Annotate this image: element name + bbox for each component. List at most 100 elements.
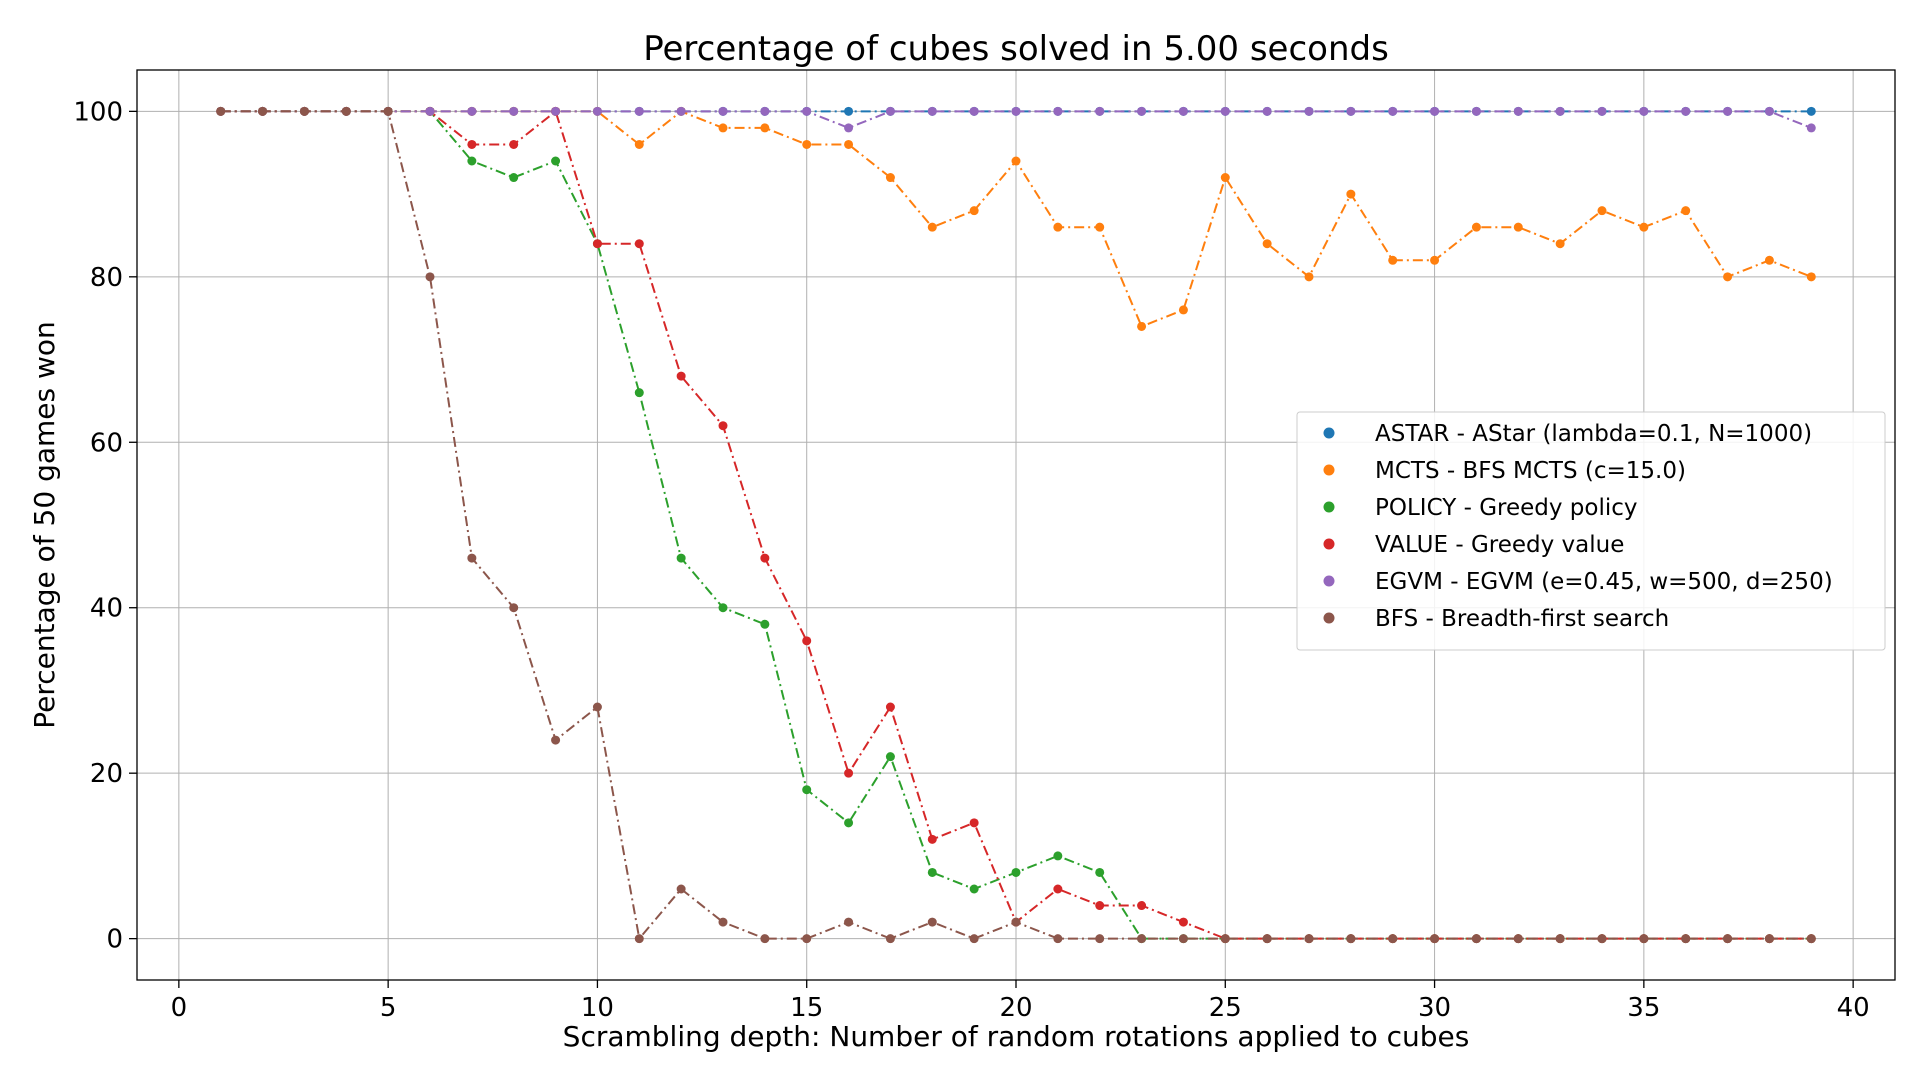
data-point bbox=[1053, 851, 1063, 861]
data-point bbox=[802, 636, 812, 646]
data-point bbox=[425, 106, 435, 116]
data-point bbox=[551, 156, 561, 166]
data-point bbox=[509, 106, 519, 116]
data-point bbox=[1639, 222, 1649, 232]
legend-item: ASTAR - AStar (lambda=0.1, N=1000) bbox=[1323, 421, 1812, 447]
data-point bbox=[1262, 934, 1272, 944]
data-point bbox=[1806, 272, 1816, 282]
data-point bbox=[676, 371, 686, 381]
x-tick-label: 5 bbox=[380, 993, 397, 1023]
data-point bbox=[1011, 156, 1021, 166]
data-point bbox=[1262, 239, 1272, 249]
chart-title: Percentage of cubes solved in 5.00 secon… bbox=[643, 29, 1389, 69]
legend-marker bbox=[1323, 575, 1335, 587]
legend-marker bbox=[1323, 538, 1335, 550]
data-point bbox=[299, 106, 309, 116]
legend-marker bbox=[1323, 612, 1335, 624]
data-point bbox=[1430, 934, 1440, 944]
data-point bbox=[1723, 272, 1733, 282]
x-tick-label: 10 bbox=[581, 993, 614, 1023]
y-tick-label: 20 bbox=[90, 759, 123, 789]
data-point bbox=[885, 106, 895, 116]
data-point bbox=[1806, 106, 1816, 116]
y-tick-label: 60 bbox=[90, 428, 123, 458]
data-point bbox=[676, 106, 686, 116]
data-point bbox=[634, 106, 644, 116]
data-point bbox=[1555, 106, 1565, 116]
data-point bbox=[1346, 934, 1356, 944]
data-point bbox=[1471, 106, 1481, 116]
y-axis-title: Percentage of 50 games won bbox=[28, 321, 61, 729]
x-tick-label: 20 bbox=[999, 993, 1032, 1023]
data-point bbox=[634, 934, 644, 944]
data-point bbox=[1639, 934, 1649, 944]
data-point bbox=[551, 735, 561, 745]
data-point bbox=[1053, 106, 1063, 116]
data-point bbox=[1178, 934, 1188, 944]
data-point bbox=[844, 917, 854, 927]
data-point bbox=[718, 603, 728, 613]
data-point bbox=[1681, 106, 1691, 116]
data-point bbox=[592, 239, 602, 249]
data-point bbox=[1388, 934, 1398, 944]
data-point bbox=[718, 123, 728, 133]
data-point bbox=[969, 884, 979, 894]
data-point bbox=[844, 123, 854, 133]
legend-marker bbox=[1323, 501, 1335, 513]
y-tick-label: 40 bbox=[90, 594, 123, 624]
data-point bbox=[1095, 934, 1105, 944]
data-point bbox=[467, 139, 477, 149]
data-point bbox=[1095, 106, 1105, 116]
legend-label: VALUE - Greedy value bbox=[1375, 532, 1624, 558]
data-point bbox=[1304, 272, 1314, 282]
data-point bbox=[1681, 934, 1691, 944]
legend-label: ASTAR - AStar (lambda=0.1, N=1000) bbox=[1375, 421, 1812, 447]
data-point bbox=[1723, 106, 1733, 116]
data-point bbox=[676, 553, 686, 563]
data-point bbox=[1430, 255, 1440, 265]
data-point bbox=[1137, 321, 1147, 331]
data-point bbox=[1346, 106, 1356, 116]
data-point bbox=[1220, 173, 1230, 183]
data-point bbox=[509, 603, 519, 613]
data-point bbox=[718, 421, 728, 431]
data-point bbox=[760, 619, 770, 629]
data-point bbox=[802, 106, 812, 116]
data-point bbox=[1471, 934, 1481, 944]
data-point bbox=[676, 884, 686, 894]
data-point bbox=[1095, 867, 1105, 877]
data-point bbox=[1471, 222, 1481, 232]
data-point bbox=[551, 106, 561, 116]
data-point bbox=[1597, 934, 1607, 944]
data-point bbox=[1555, 934, 1565, 944]
data-point bbox=[1053, 884, 1063, 894]
axis-ticks: 0 5 10 15 20 25 30 35 40 0 20 40 60 80 100 bbox=[73, 97, 1869, 1023]
y-tick-label: 100 bbox=[73, 97, 123, 127]
data-point bbox=[1555, 239, 1565, 249]
data-point bbox=[383, 106, 393, 116]
data-point bbox=[467, 553, 477, 563]
data-point bbox=[760, 123, 770, 133]
legend-label: EGVM - EGVM (e=0.45, w=500, d=250) bbox=[1375, 569, 1833, 595]
data-point bbox=[509, 139, 519, 149]
data-point bbox=[760, 106, 770, 116]
data-point bbox=[844, 106, 854, 116]
data-point bbox=[592, 106, 602, 116]
data-point bbox=[927, 917, 937, 927]
data-point bbox=[467, 156, 477, 166]
data-point bbox=[927, 834, 937, 844]
legend-box bbox=[1296, 411, 1886, 651]
series-bfs bbox=[216, 106, 1816, 944]
data-point bbox=[1764, 934, 1774, 944]
data-point bbox=[634, 139, 644, 149]
x-tick-label: 25 bbox=[1209, 993, 1242, 1023]
x-tick-label: 30 bbox=[1418, 993, 1451, 1023]
legend-label: BFS - Breadth-first search bbox=[1375, 606, 1669, 632]
data-point bbox=[1430, 106, 1440, 116]
x-axis-title: Scrambling depth: Number of random rotat… bbox=[563, 1020, 1470, 1053]
data-point bbox=[1723, 934, 1733, 944]
data-point bbox=[1095, 222, 1105, 232]
legend-marker bbox=[1323, 464, 1335, 476]
data-point bbox=[844, 768, 854, 778]
data-point bbox=[1388, 255, 1398, 265]
